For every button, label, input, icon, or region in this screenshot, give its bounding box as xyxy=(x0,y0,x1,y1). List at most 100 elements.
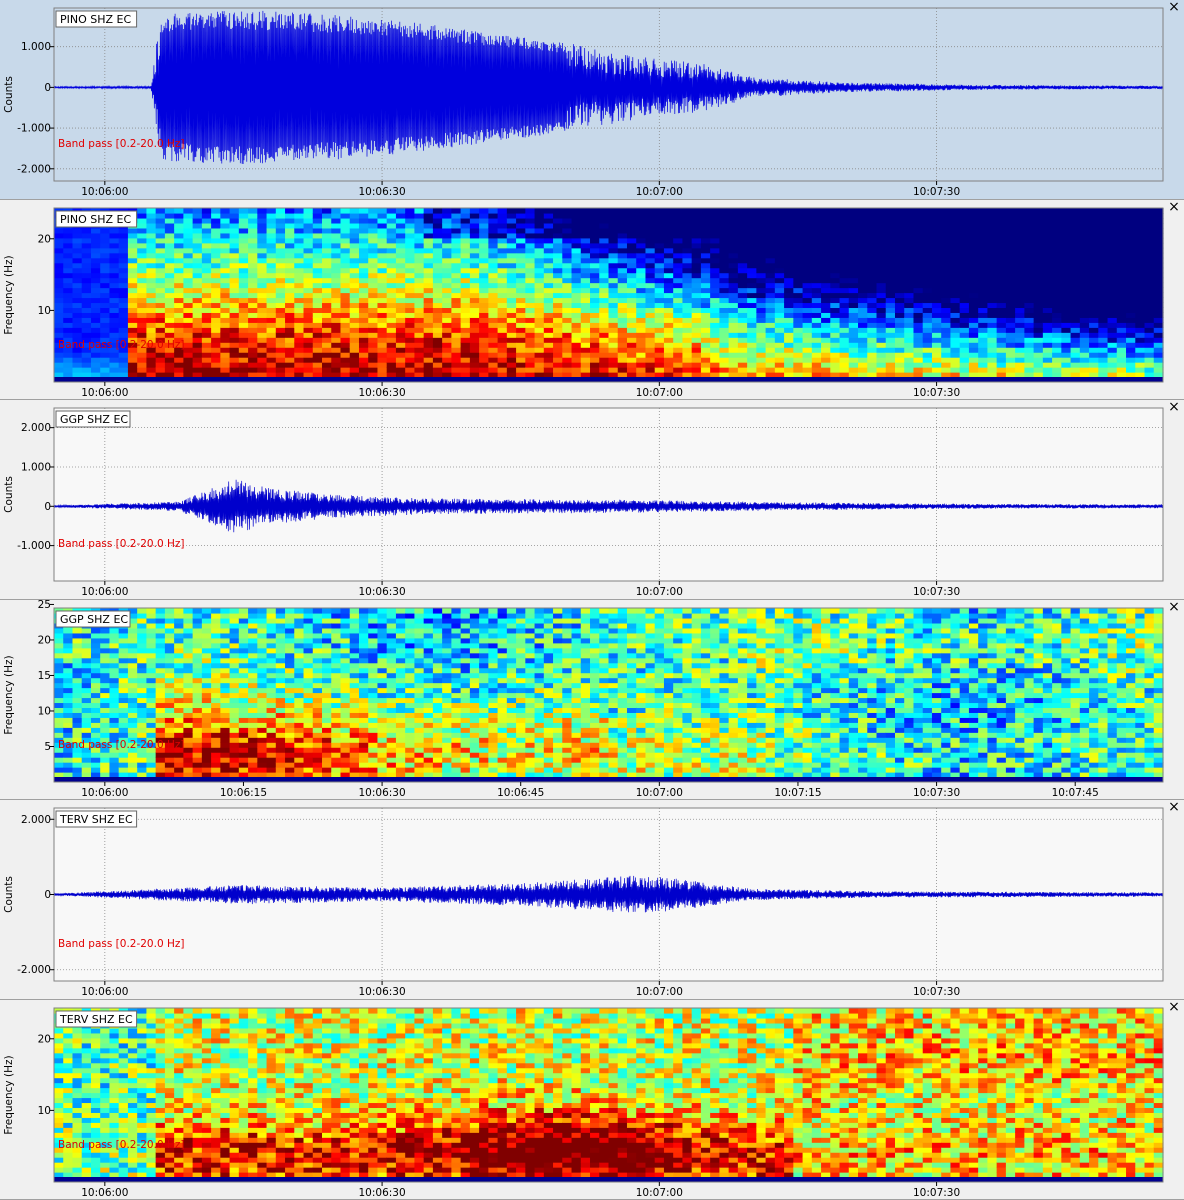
close-panel-button[interactable]: × xyxy=(1168,799,1180,815)
spectrogram-floor xyxy=(54,1177,1163,1182)
x-tick-label: 10:06:00 xyxy=(81,986,128,998)
station-label-box xyxy=(55,810,138,828)
y-axis-label: Counts xyxy=(3,76,15,113)
y-tick-label: -2.000 xyxy=(17,964,51,976)
x-tick-label: 10:07:30 xyxy=(913,387,960,399)
plot-area xyxy=(54,408,1163,581)
spectrogram-floor xyxy=(54,377,1163,382)
x-tick-label: 10:07:00 xyxy=(636,586,683,598)
y-tick-label: -2.000 xyxy=(17,163,51,175)
station-label: TERV SHZ EC xyxy=(59,813,133,826)
y-tick-label: 0 xyxy=(44,889,51,901)
x-tick-label: 10:06:30 xyxy=(358,586,405,598)
station-label-box xyxy=(55,410,131,428)
station-label: GGP SHZ EC xyxy=(60,613,128,626)
x-tick-label: 10:07:30 xyxy=(913,586,960,598)
x-tick-label: 10:06:00 xyxy=(81,1187,128,1199)
close-panel-button[interactable]: × xyxy=(1168,999,1180,1015)
ggp-wave-panel: 2.000 1.000 0 -1.000 Counts 10:06:00 10:06:30 1… xyxy=(0,399,1184,600)
y-tick-label: 10 xyxy=(38,305,51,317)
x-tick-label: 10:06:15 xyxy=(220,787,267,799)
x-tick-label: 10:07:30 xyxy=(913,986,960,998)
y-tick-label: 0 xyxy=(44,82,51,94)
close-panel-button[interactable]: × xyxy=(1168,199,1180,215)
close-panel-button[interactable]: × xyxy=(1168,0,1180,15)
y-tick-label: 5 xyxy=(44,741,51,753)
filter-label: Band pass [0.2-20.0 Hz] xyxy=(58,138,184,150)
x-tick-label: 10:06:30 xyxy=(358,387,405,399)
y-tick-label: -1.000 xyxy=(17,540,51,552)
terv-spec-chart: 10 20 Frequency (Hz) 10:06:00 10:06:30 10:07:… xyxy=(3,1007,1164,1199)
x-tick-label: 10:06:45 xyxy=(497,787,544,799)
station-label-box xyxy=(55,10,138,28)
x-tick-label: 10:06:30 xyxy=(358,186,405,198)
pino-spec-panel: 10 20 Frequency (Hz) 10:06:00 10:06:30 10:07:… xyxy=(0,199,1184,400)
x-tick-label: 10:07:30 xyxy=(913,1187,960,1199)
pino-spec-chart: 10 20 Frequency (Hz) 10:06:00 10:06:30 10:07:… xyxy=(3,207,1164,399)
spectrogram-cells xyxy=(54,608,1164,778)
station-label: TERV SHZ EC xyxy=(59,1013,133,1026)
x-tick-label: 10:06:00 xyxy=(81,186,128,198)
spectrogram-floor xyxy=(54,777,1163,782)
y-axis-label: Counts xyxy=(3,476,15,513)
waveform-trace xyxy=(53,10,1164,165)
filter-label: Band pass [0.2-20.0 Hz] xyxy=(58,538,184,550)
ggp-spec-panel: 5 10 15 20 25 Frequency (Hz) 10:06:00 10:06:15 1… xyxy=(0,599,1184,800)
x-tick-label: 10:06:00 xyxy=(81,787,128,799)
x-tick-label: 10:07:00 xyxy=(636,986,683,998)
plot-frame xyxy=(53,407,1164,582)
filter-label: Band pass [0.2-20.0 Hz] xyxy=(58,739,184,751)
y-tick-label: 25 xyxy=(38,600,51,611)
x-tick-label: 10:07:00 xyxy=(636,1187,683,1199)
y-tick-label: 1.000 xyxy=(21,41,51,53)
x-tick-label: 10:07:45 xyxy=(1052,787,1099,799)
x-tick-label: 10:06:00 xyxy=(81,586,128,598)
y-tick-label: 20 xyxy=(38,1033,51,1045)
waveform-trace xyxy=(53,479,1164,533)
station-label: PINO SHZ EC xyxy=(60,13,131,26)
ggp-spec-chart: 5 10 15 20 25 Frequency (Hz) 10:06:00 10:06:15 1… xyxy=(3,600,1164,799)
spectrogram-cells xyxy=(54,1008,1164,1178)
station-label: GGP SHZ EC xyxy=(60,413,128,426)
plot-frame xyxy=(53,207,1164,383)
x-tick-label: 10:07:00 xyxy=(636,387,683,399)
y-axis-label: Frequency (Hz) xyxy=(3,255,15,334)
y-tick-label: 2.000 xyxy=(21,422,51,434)
terv-wave-panel: 2.000 0 -2.000 Counts 10:06:00 10:06:30 10:07:… xyxy=(0,799,1184,1000)
pino-wave-panel: 1.000 0 -1.000 -2.000 Counts 10:06:00 10:06:30… xyxy=(0,0,1184,200)
close-panel-button[interactable]: × xyxy=(1168,599,1180,615)
x-tick-label: 10:07:00 xyxy=(636,186,683,198)
waveform-trace xyxy=(53,875,1164,913)
ggp-wave-chart: 2.000 1.000 0 -1.000 Counts 10:06:00 10:06:30 1… xyxy=(3,407,1164,598)
y-tick-label: 0 xyxy=(44,501,51,513)
y-tick-label: 20 xyxy=(38,233,51,245)
station-label-box xyxy=(55,610,131,628)
y-axis-label: Frequency (Hz) xyxy=(3,1055,15,1134)
y-tick-label: -1.000 xyxy=(17,123,51,135)
plot-frame xyxy=(53,7,1164,182)
terv-wave-chart: 2.000 0 -2.000 Counts 10:06:00 10:06:30 10:07:… xyxy=(3,807,1164,998)
filter-label: Band pass [0.2-20.0 Hz] xyxy=(58,938,184,950)
close-panel-button[interactable]: × xyxy=(1168,399,1180,415)
x-tick-label: 10:07:15 xyxy=(774,787,821,799)
x-tick-label: 10:06:30 xyxy=(358,986,405,998)
y-axis-label: Frequency (Hz) xyxy=(3,655,15,734)
station-label: PINO SHZ EC xyxy=(60,213,131,226)
plot-frame xyxy=(53,1007,1164,1183)
plot-frame xyxy=(53,607,1164,783)
filter-label: Band pass [0.2-20.0 Hz] xyxy=(58,339,184,351)
y-tick-label: 20 xyxy=(38,634,51,646)
x-tick-label: 10:07:30 xyxy=(913,787,960,799)
x-tick-label: 10:06:00 xyxy=(81,387,128,399)
x-tick-label: 10:07:30 xyxy=(913,186,960,198)
x-tick-label: 10:07:00 xyxy=(636,787,683,799)
y-tick-label: 1.000 xyxy=(21,461,51,473)
station-label-box xyxy=(55,210,138,228)
y-tick-label: 10 xyxy=(38,1105,51,1117)
x-tick-label: 10:06:30 xyxy=(358,1187,405,1199)
terv-spec-panel: 10 20 Frequency (Hz) 10:06:00 10:06:30 10:07:… xyxy=(0,999,1184,1200)
station-label-box xyxy=(55,1010,138,1028)
filter-label: Band pass [0.2-20.0 Hz] xyxy=(58,1139,184,1151)
x-tick-label: 10:06:30 xyxy=(358,787,405,799)
y-tick-label: 2.000 xyxy=(21,814,51,826)
